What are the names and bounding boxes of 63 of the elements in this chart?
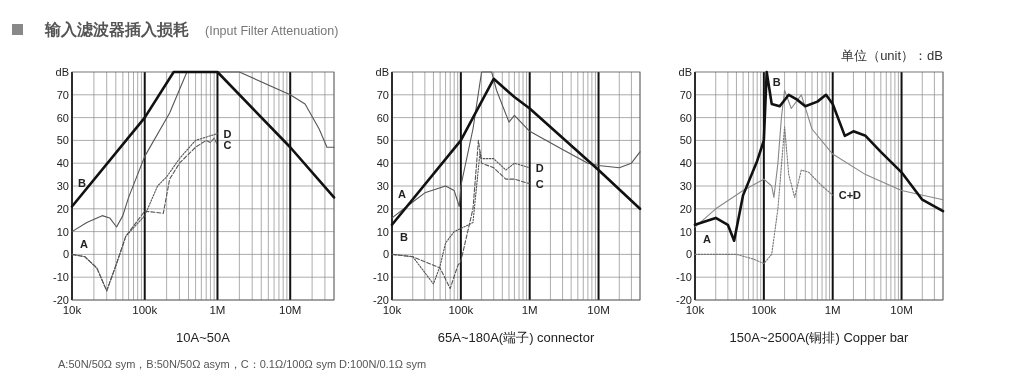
x-tick-label: 10k: [685, 304, 705, 316]
y-tick-label: 70: [679, 88, 692, 101]
text: 单位（unit）：dB: [841, 48, 943, 63]
series-label: C+D: [838, 189, 862, 202]
x-axis-title: 65A~180A(端子) connector: [437, 330, 595, 345]
x-axis-title: 10A~50A: [176, 330, 231, 345]
y-axis-title: dB: [55, 66, 69, 78]
y-tick-label: 40: [679, 157, 692, 170]
y-tick-label: 40: [56, 157, 69, 170]
x-tick-label: 1M: [521, 304, 538, 316]
series-label: A: [80, 237, 88, 250]
text: A:50N/50Ω sym，B:50N/50Ω asym，C：0.1Ω/100Ω sym D:100N/0.1Ω sym: [58, 358, 427, 370]
series-label: D: [223, 127, 232, 140]
x-tick-label: 10k: [382, 304, 402, 316]
y-tick-label: 30: [56, 180, 69, 192]
x-tick-label: 100k: [132, 304, 158, 316]
series-label: B: [772, 76, 781, 88]
y-tick-label: 0: [62, 248, 69, 261]
y-tick-label: 50: [679, 134, 692, 147]
series-label: D: [535, 161, 544, 174]
x-tick-label: 100k: [448, 304, 474, 316]
y-tick-label: 20: [56, 202, 69, 215]
y-tick-label: 0: [382, 248, 389, 261]
y-tick-label: -20: [676, 294, 692, 306]
chart-subtitle: (Input Filter Attenuation): [205, 24, 339, 38]
y-tick-label: -10: [53, 271, 69, 284]
x-tick-label: 100k: [751, 304, 777, 316]
x-tick-label: 10k: [62, 304, 82, 316]
y-tick-label: -10: [373, 271, 389, 284]
x-tick-label: 1M: [209, 304, 226, 316]
y-tick-label: 50: [376, 134, 389, 147]
series-label: A: [703, 233, 711, 246]
y-tick-label: 60: [679, 111, 692, 124]
y-tick-label: 40: [376, 157, 389, 170]
chart-title: 输入滤波器插入损耗: [44, 21, 189, 38]
y-tick-label: 10: [376, 225, 389, 238]
series-label: C: [223, 138, 232, 151]
y-tick-label: -10: [676, 271, 692, 284]
y-tick-label: -20: [53, 294, 69, 306]
y-tick-label: 20: [376, 202, 389, 215]
y-tick-label: 20: [679, 202, 692, 215]
series-label: B: [400, 230, 408, 243]
series-label: B: [78, 176, 86, 189]
y-tick-label: 30: [679, 180, 692, 192]
y-tick-label: 30: [376, 180, 389, 192]
y-tick-label: 60: [376, 111, 389, 124]
x-tick-label: 1M: [824, 304, 841, 316]
x-tick-label: 10M: [587, 304, 610, 316]
y-axis-title: dB: [375, 66, 389, 78]
y-tick-label: 70: [376, 88, 389, 101]
x-axis-title: 150A~2500A(铜排) Copper bar: [729, 330, 910, 345]
y-axis-title: dB: [678, 66, 692, 78]
y-tick-label: 10: [679, 225, 692, 238]
y-tick-label: 60: [56, 111, 69, 124]
y-tick-label: 50: [56, 134, 69, 147]
y-tick-label: -20: [373, 294, 389, 306]
x-tick-label: 10M: [890, 304, 913, 316]
y-tick-label: 0: [685, 248, 692, 261]
y-tick-label: 10: [56, 225, 69, 238]
series-label: A: [398, 187, 406, 200]
series-label: C: [535, 177, 544, 190]
x-tick-label: 10M: [279, 304, 302, 316]
y-tick-label: 70: [56, 88, 69, 101]
